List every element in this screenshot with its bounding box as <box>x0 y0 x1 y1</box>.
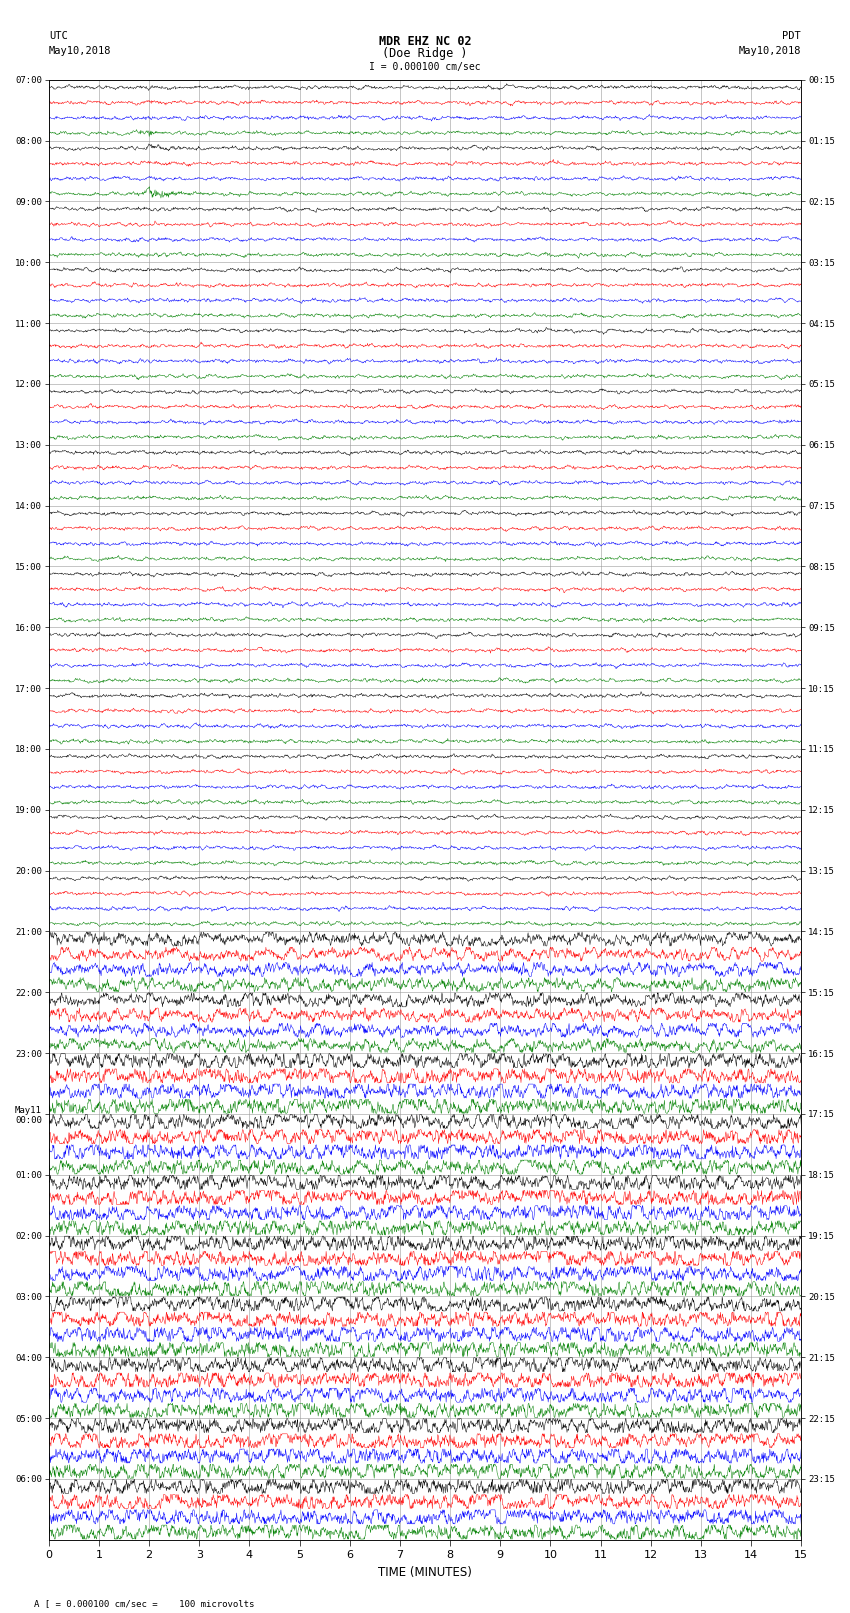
Text: UTC: UTC <box>48 31 67 40</box>
Text: PDT: PDT <box>783 31 802 40</box>
Text: May10,2018: May10,2018 <box>739 45 802 55</box>
Text: May10,2018: May10,2018 <box>48 45 111 55</box>
Text: I = 0.000100 cm/sec: I = 0.000100 cm/sec <box>369 61 481 71</box>
Text: A [ = 0.000100 cm/sec =    100 microvolts: A [ = 0.000100 cm/sec = 100 microvolts <box>34 1598 254 1608</box>
Text: MDR EHZ NC 02: MDR EHZ NC 02 <box>379 34 471 47</box>
Text: (Doe Ridge ): (Doe Ridge ) <box>382 47 468 60</box>
X-axis label: TIME (MINUTES): TIME (MINUTES) <box>378 1566 472 1579</box>
